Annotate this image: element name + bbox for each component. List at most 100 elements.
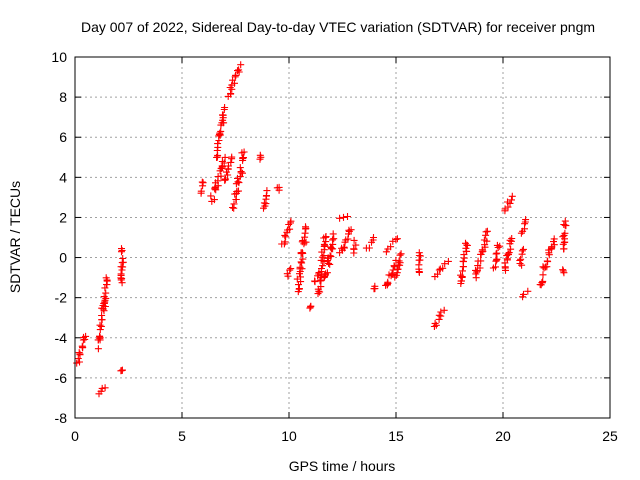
data-point — [96, 326, 104, 334]
data-point — [79, 344, 86, 352]
data-point — [221, 153, 229, 161]
data-point — [519, 245, 527, 253]
data-point — [256, 151, 264, 159]
data-point — [352, 241, 360, 249]
data-point — [435, 311, 443, 319]
data-point — [503, 256, 511, 264]
data-point — [415, 268, 423, 276]
data-point — [320, 258, 328, 266]
data-point — [222, 175, 229, 183]
tick-labels: 0 5 10 15 20 25 -8 -6 -4 -2 0 2 4 6 8 10 — [51, 49, 618, 444]
data-point — [319, 262, 327, 270]
data-point — [217, 165, 225, 173]
data-point — [101, 384, 109, 392]
data-point — [544, 258, 552, 266]
data-point — [260, 199, 268, 207]
data-point — [216, 131, 224, 139]
data-point — [101, 296, 109, 304]
x-tick-label: 10 — [281, 428, 297, 444]
data-point — [97, 387, 105, 395]
data-point — [214, 151, 222, 159]
data-point — [232, 71, 240, 79]
data-point — [397, 250, 405, 258]
data-point — [344, 235, 352, 243]
data-point — [561, 229, 569, 237]
data-point — [439, 264, 447, 272]
x-tick-label: 20 — [495, 428, 511, 444]
data-point — [97, 322, 105, 330]
y-tick-label: 6 — [59, 129, 67, 145]
data-point — [463, 241, 471, 249]
data-point — [521, 220, 529, 228]
data-point — [100, 307, 108, 315]
y-tick-label: -2 — [55, 290, 68, 306]
data-point — [82, 332, 90, 340]
data-point — [387, 243, 395, 251]
data-point — [287, 217, 295, 225]
data-point — [230, 200, 238, 208]
data-point — [444, 257, 452, 265]
data-point — [119, 255, 127, 262]
data-point — [197, 187, 205, 195]
data-point — [507, 245, 515, 253]
data-point — [473, 268, 481, 276]
data-point — [235, 187, 242, 195]
data-point — [118, 245, 125, 253]
data-point — [287, 265, 295, 273]
data-point — [384, 278, 392, 286]
data-point — [102, 274, 110, 282]
y-tick-label: 0 — [59, 250, 67, 266]
data-point — [235, 179, 243, 187]
data-point — [561, 217, 569, 225]
data-point — [235, 68, 243, 76]
data-point — [560, 245, 568, 253]
data-point — [559, 266, 567, 274]
data-point — [302, 223, 309, 231]
data-point — [101, 303, 109, 310]
plot-frame — [74, 56, 611, 419]
data-point — [286, 225, 294, 233]
data-point — [340, 243, 348, 251]
data-points — [73, 61, 570, 398]
data-point — [323, 269, 331, 277]
data-point — [210, 196, 218, 204]
data-point — [371, 282, 379, 290]
data-point — [350, 236, 358, 244]
data-point — [524, 287, 532, 295]
data-point — [297, 273, 304, 281]
data-point — [234, 67, 241, 75]
data-point — [481, 243, 489, 251]
data-point — [223, 168, 230, 176]
data-point — [283, 270, 291, 278]
data-point — [118, 266, 126, 274]
y-tick-label: -8 — [55, 410, 68, 426]
data-point — [236, 164, 244, 172]
data-point — [437, 308, 445, 316]
y-tick-label: 2 — [59, 209, 67, 225]
x-tick-label: 15 — [388, 428, 404, 444]
y-tick-label: 4 — [59, 169, 67, 185]
data-point — [317, 268, 325, 276]
data-point — [415, 249, 423, 257]
data-point — [329, 236, 336, 244]
data-point — [98, 384, 106, 392]
data-point — [301, 229, 309, 237]
data-point — [395, 257, 403, 265]
data-point — [417, 252, 424, 260]
data-point — [492, 250, 500, 258]
data-point — [522, 216, 530, 224]
data-point — [117, 271, 125, 279]
data-point — [506, 199, 514, 207]
data-point — [96, 334, 104, 342]
data-point — [221, 176, 229, 184]
data-point — [392, 271, 400, 279]
y-tick-label: 10 — [51, 49, 67, 65]
data-point — [234, 178, 242, 186]
data-point — [501, 264, 509, 272]
data-point — [505, 249, 513, 257]
data-point — [516, 257, 524, 264]
x-tick-label: 5 — [178, 428, 186, 444]
data-point — [560, 221, 568, 228]
y-axis-title: SDTVAR / TECUs — [7, 181, 23, 293]
data-point — [240, 154, 247, 161]
